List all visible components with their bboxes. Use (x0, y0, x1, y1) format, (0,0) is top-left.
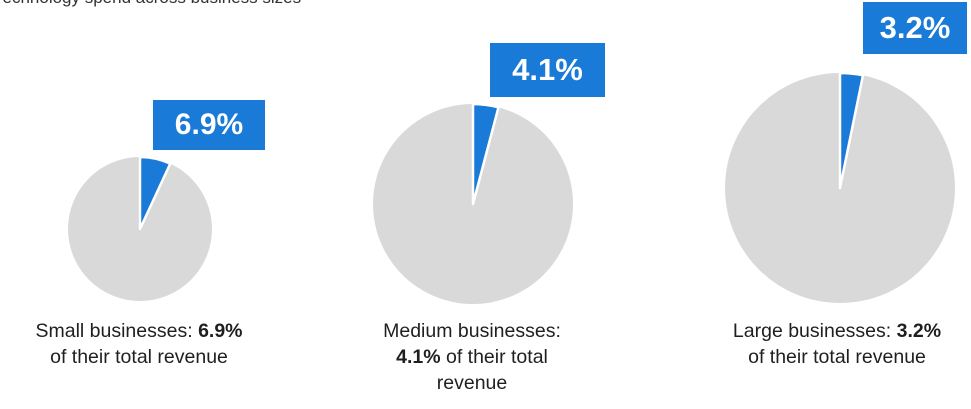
pie-chart-large (725, 71, 955, 303)
caption-large-suffix: of their total revenue (748, 346, 926, 368)
percent-label-large: 3.2% (863, 2, 967, 54)
percent-label-medium: 4.1% (490, 43, 605, 97)
caption-small-value: 6.9% (198, 320, 243, 342)
pie-slice-highlight-medium (471, 102, 500, 206)
caption-large-value: 3.2% (896, 320, 942, 342)
pie-chart-small (68, 155, 212, 301)
pie-slice-highlight-small (138, 155, 172, 231)
pie-chart-medium (373, 102, 573, 304)
caption-small: Small businesses: 6.9% of their total re… (0, 318, 278, 370)
caption-medium-prefix: Medium businesses: (383, 320, 561, 342)
pie-slice-highlight-large (838, 71, 865, 190)
percent-label-small: 6.9% (153, 100, 265, 150)
caption-large-prefix: Large businesses: (732, 320, 897, 342)
caption-medium-suffix2: revenue (436, 372, 508, 394)
caption-large: Large businesses: 3.2% of their total re… (703, 318, 971, 370)
caption-medium-value: 4.1% (396, 346, 441, 368)
caption-small-suffix: of their total revenue (50, 346, 228, 368)
caption-medium: Medium businesses: 4.1% of their total r… (335, 318, 609, 396)
top-caption-fragment: Technology spend across business sizes (0, 0, 301, 8)
caption-small-prefix: Small businesses: (35, 320, 199, 342)
caption-medium-suffix: of their total (440, 346, 548, 368)
